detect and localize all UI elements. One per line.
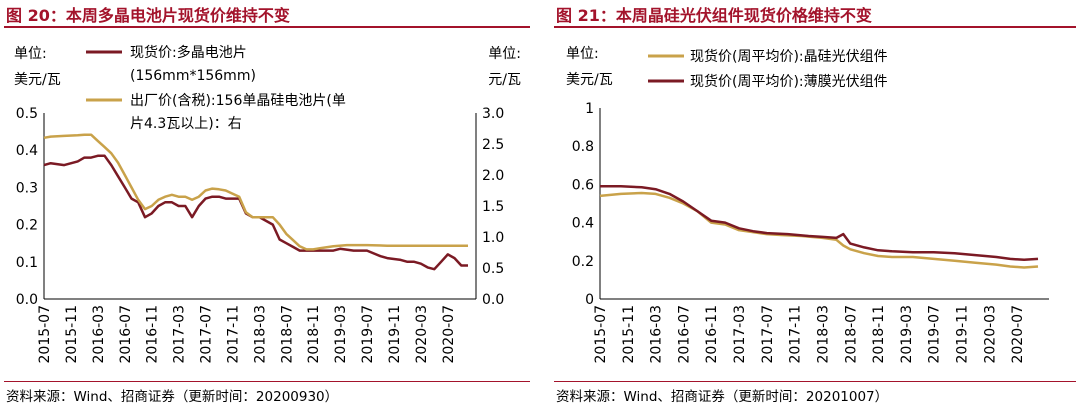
chart-1-x-tick-label: 2019-11 [387,305,403,364]
chart-1-x-ticks: 2015-07 2015-11 2016-03 2016-07 2016-11 2017-… [37,305,457,364]
chart-2-left-tick-label: 0.8 [572,139,594,155]
chart-1-x-tick-label: 2018-03 [252,305,268,364]
chart-2-series [600,186,1038,267]
chart-2-x-tick-label: 2015-11 [621,305,637,364]
chart-1-left-tick-label: 0.3 [16,180,38,196]
chart-1-right-tick-label: 0.0 [482,292,504,308]
chart-2-x-tick-label: 2018-11 [871,305,887,364]
chart-2-axes [600,108,1049,299]
chart-1-left-ticks: 0.0 0.1 0.2 0.3 0.4 0.5 [16,106,38,308]
chart-1-right-tick-label: 0.5 [482,261,504,277]
chart-1-x-tick-label: 2019-03 [333,305,349,364]
chart-2-x-tick-label: 2015-07 [593,305,609,364]
chart-2-left-ticks: 00.20.40.60.81 [572,101,594,308]
chart-2-x-tick-label: 2020-07 [1010,305,1026,364]
chart-1-right-tick-label: 2.5 [482,137,504,153]
chart-2-x-tick-label: 2016-11 [704,305,720,364]
chart-1-series-line-1 [44,156,468,269]
chart-1-x-tick-label: 2016-07 [118,305,134,364]
chart-2-legend-line2: 现货价(周平均价):薄膜光伏组件 [690,73,888,90]
chart-1-legend-line3: 出厂价(含税):156单晶硅电池片(单 [130,93,346,109]
chart-1: 单位: 美元/瓦 单位: 元/瓦 现货价:多晶电池片 (156mm*156mm)… [14,44,521,364]
chart-1-left-tick-label: 0.2 [16,218,38,234]
chart-1-right-unit-line2: 元/瓦 [488,72,521,88]
chart-1-x-tick-label: 2015-11 [64,305,80,364]
chart-1-right-tick-label: 1.5 [482,199,504,215]
chart-1-x-tick-label: 2017-11 [225,305,241,364]
chart-2-x-tick-label: 2018-03 [815,305,831,364]
chart-1-left-tick-label: 0.0 [16,292,38,308]
chart-1-right-tick-label: 2.0 [482,168,504,184]
chart-1-x-tick-label: 2020-07 [441,305,457,364]
chart-2-x-tick-label: 2016-03 [649,305,665,364]
chart-2-x-tick-label: 2016-07 [676,305,692,364]
chart-2-x-tick-label: 2019-03 [899,305,915,364]
chart-2: 单位: 美元/瓦 现货价(周平均价):晶硅光伏组件 现货价(周平均价):薄膜光伏… [566,46,1049,364]
chart-1-left-tick-label: 0.5 [16,106,38,122]
chart-2-x-tick-label: 2017-07 [760,305,776,364]
chart-1-right-tick-label: 3.0 [482,106,504,122]
chart-1-x-tick-label: 2018-11 [306,305,322,364]
chart-2-left-unit-line1: 单位: [566,46,599,62]
chart-1-right-unit-line1: 单位: [488,46,521,62]
chart-1-series [44,135,468,270]
chart-1-axes [44,113,476,299]
chart-1-series-line-2 [44,135,468,250]
chart-2-left-unit-line2: 美元/瓦 [566,72,613,88]
chart-1-legend-line2: (156mm*156mm) [130,68,256,84]
chart-1-x-tick-label: 2016-11 [145,305,161,364]
chart-2-source: 资料来源：Wind、招商证券（更新时间：20201007） [556,385,888,405]
chart-1-x-tick-label: 2019-07 [360,305,376,364]
chart-1-left-tick-label: 0.1 [16,255,38,271]
chart-1-right-tick-label: 1.0 [482,230,504,246]
chart-1-x-tick-label: 2015-07 [37,305,53,364]
chart-2-left-tick-label: 0.2 [572,254,594,270]
chart-1-x-tick-label: 2017-07 [199,305,215,364]
chart-1-legend: 现货价:多晶电池片 (156mm*156mm) 出厂价(含税):156单晶硅电池… [86,44,346,132]
chart-1-left-tick-label: 0.4 [16,143,38,159]
chart-2-left-tick-label: 0.6 [572,177,594,193]
chart-2-x-tick-label: 2018-07 [843,305,859,364]
chart-2-x-tick-label: 2017-11 [788,305,804,364]
chart-1-left-unit-line2: 美元/瓦 [14,72,61,88]
chart-1-source-rule [4,381,530,382]
chart-2-x-tick-label: 2017-03 [732,305,748,364]
chart-1-legend-line1: 现货价:多晶电池片 [130,44,247,61]
chart-2-x-tick-label: 2019-07 [927,305,943,364]
chart-1-legend-line4: 片4.3瓦以上)：右 [130,116,242,132]
chart-1-x-tick-label: 2020-03 [414,305,430,364]
chart-2-x-tick-label: 2020-03 [982,305,998,364]
chart-1-x-tick-label: 2017-03 [172,305,188,364]
chart-2-x-tick-label: 2019-11 [955,305,971,364]
chart-2-series-line-1 [600,193,1038,268]
chart-1-source: 资料来源：Wind、招商证券（更新时间：20200930） [6,385,338,405]
chart-2-left-tick-label: 0.4 [572,216,594,232]
chart-2-x-ticks: 2015-07 2015-11 2016-03 2016-07 2016-11 2017-… [593,305,1026,364]
chart-2-legend-line1: 现货价(周平均价):晶硅光伏组件 [690,48,888,65]
chart-1-x-tick-label: 2018-07 [279,305,295,364]
chart-2-legend: 现货价(周平均价):晶硅光伏组件 现货价(周平均价):薄膜光伏组件 [648,48,888,90]
chart-2-left-tick-label: 1 [585,101,594,117]
chart-2-source-rule [554,381,1076,382]
chart-1-right-ticks: 0.0 0.5 1.0 1.5 2.0 2.5 3.0 [482,106,504,308]
chart-1-x-tick-label: 2016-03 [91,305,107,364]
chart-1-left-unit-line1: 单位: [14,46,47,62]
